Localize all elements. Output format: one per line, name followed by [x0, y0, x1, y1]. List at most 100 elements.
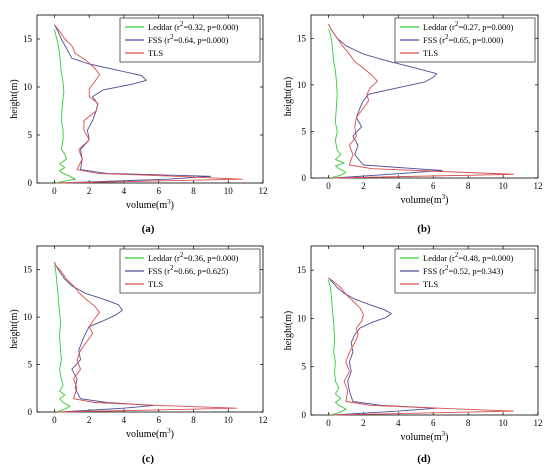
legend-label-tls: TLS [423, 279, 438, 289]
x-tick-label: 8 [466, 418, 471, 428]
superscript: 2 [180, 20, 184, 28]
text-run: Leddar (r [148, 253, 180, 263]
x-tick-label: 2 [361, 181, 366, 191]
legend-label-tls: TLS [148, 279, 163, 289]
text-run: FSS (r [423, 266, 445, 276]
series-line-fss [53, 261, 154, 413]
y-axis-label: height(m) [283, 77, 294, 116]
series-line-leddar [328, 279, 347, 416]
text-run: volume(m [401, 195, 442, 206]
superscript: 2 [170, 33, 174, 41]
series-line-tls [328, 277, 515, 416]
text-run: =0.32, p=0.000) [183, 22, 238, 32]
x-tick-label: 6 [431, 181, 436, 191]
y-axis-label: height(m) [9, 79, 20, 118]
text-run: Leddar (r [423, 253, 455, 263]
legend-label-fss: FSS (r2=0.65, p=0.000) [423, 33, 504, 45]
superscript: 3 [442, 193, 446, 201]
y-tick-label: 15 [297, 265, 307, 275]
panel-caption: (d) [417, 453, 431, 465]
text-run: =0.27, p=0.000) [458, 22, 513, 32]
x-tick-label: 4 [396, 181, 401, 191]
text-run: FSS (r [423, 35, 445, 45]
text-run: TLS [148, 279, 163, 289]
series-line-fss [54, 24, 212, 184]
y-tick-label: 10 [23, 82, 33, 92]
text-run: ) [445, 432, 448, 443]
legend-label-fss: FSS (r2=0.64, p=0.000) [148, 33, 229, 45]
text-run: Leddar (r [148, 22, 180, 32]
legend-label-leddar: Leddar (r2=0.36, p=0.000) [148, 251, 238, 263]
x-tick-label: 0 [326, 181, 331, 191]
x-tick-label: 6 [156, 415, 161, 425]
text-run: =0.66, p=0.625) [173, 266, 228, 276]
text-run: =0.48, p=0.000) [458, 253, 513, 263]
legend-label-tls: TLS [148, 48, 163, 58]
text-run: ) [171, 200, 174, 211]
series-line-leddar [53, 29, 76, 184]
series-line-fss [328, 24, 443, 179]
text-run: TLS [148, 48, 163, 58]
y-tick-label: 15 [23, 265, 33, 275]
x-tick-label: 10 [224, 186, 234, 196]
legend-label-leddar: Leddar (r2=0.32, p=0.000) [148, 20, 238, 32]
y-tick-label: 5 [302, 362, 307, 372]
plot-frame [36, 14, 264, 184]
text-run: TLS [423, 279, 438, 289]
panel-caption: (b) [417, 223, 431, 235]
y-axis-label: height(m) [283, 311, 294, 350]
superscript: 2 [180, 251, 184, 259]
legend: Leddar (r2=0.48, p=0.000)FSS (r2=0.52, p… [394, 248, 536, 294]
y-tick-label: 5 [28, 130, 33, 140]
text-run: FSS (r [148, 35, 170, 45]
legend-label-fss: FSS (r2=0.66, p=0.625) [148, 264, 229, 276]
x-tick-label: 2 [361, 418, 366, 428]
superscript: 2 [455, 20, 459, 28]
plot-frame [310, 245, 539, 416]
legend-label-leddar: Leddar (r2=0.48, p=0.000) [423, 251, 513, 263]
series-line-leddar [53, 264, 71, 413]
x-tick-label: 4 [396, 418, 401, 428]
panel-caption: (a) [142, 223, 155, 235]
legend: Leddar (r2=0.36, p=0.000)FSS (r2=0.66, p… [119, 248, 261, 294]
legend-label-fss: FSS (r2=0.52, p=0.343) [423, 264, 504, 276]
y-tick-label: 10 [23, 312, 33, 322]
y-tick-label: 10 [297, 80, 307, 90]
text-run: FSS (r [148, 266, 170, 276]
superscript: 2 [455, 251, 459, 259]
text-run: volume(m [126, 200, 167, 211]
y-tick-label: 15 [297, 33, 307, 43]
x-tick-label: 0 [52, 415, 57, 425]
x-tick-label: 12 [534, 181, 543, 191]
text-run: ) [445, 195, 448, 206]
plot-frame [36, 245, 264, 413]
text-run: ) [171, 429, 174, 440]
text-run: TLS [423, 48, 438, 58]
panel-caption: (c) [142, 453, 155, 465]
series-line-leddar [328, 28, 347, 179]
x-tick-label: 10 [224, 415, 234, 425]
y-tick-label: 5 [302, 126, 307, 136]
x-tick-label: 4 [122, 186, 127, 196]
y-tick-label: 0 [302, 410, 307, 420]
y-tick-label: 0 [302, 173, 307, 183]
x-tick-label: 0 [326, 418, 331, 428]
x-tick-label: 6 [156, 186, 161, 196]
chart-panel-1: 0 2 4 6 8 10 12 0 5 10 15 volume(m3) height(m) Leddar… [9, 14, 268, 235]
text-run: Leddar (r [423, 22, 455, 32]
chart-panel-2: 0 2 4 6 8 10 12 0 5 10 15 volume(m3) height(m) Leddar… [283, 14, 543, 235]
text-run: volume(m [401, 432, 442, 443]
superscript: 2 [445, 264, 449, 272]
y-tick-label: 0 [28, 407, 33, 417]
text-run: =0.52, p=0.343) [448, 266, 503, 276]
y-tick-label: 5 [28, 360, 33, 370]
plot-frame [310, 14, 539, 179]
x-tick-label: 6 [431, 418, 436, 428]
legend-label-tls: TLS [423, 48, 438, 58]
x-tick-label: 10 [499, 418, 509, 428]
superscript: 3 [167, 198, 171, 206]
text-run: =0.64, p=0.000) [173, 35, 228, 45]
x-tick-label: 0 [52, 186, 57, 196]
y-tick-label: 0 [28, 178, 33, 188]
